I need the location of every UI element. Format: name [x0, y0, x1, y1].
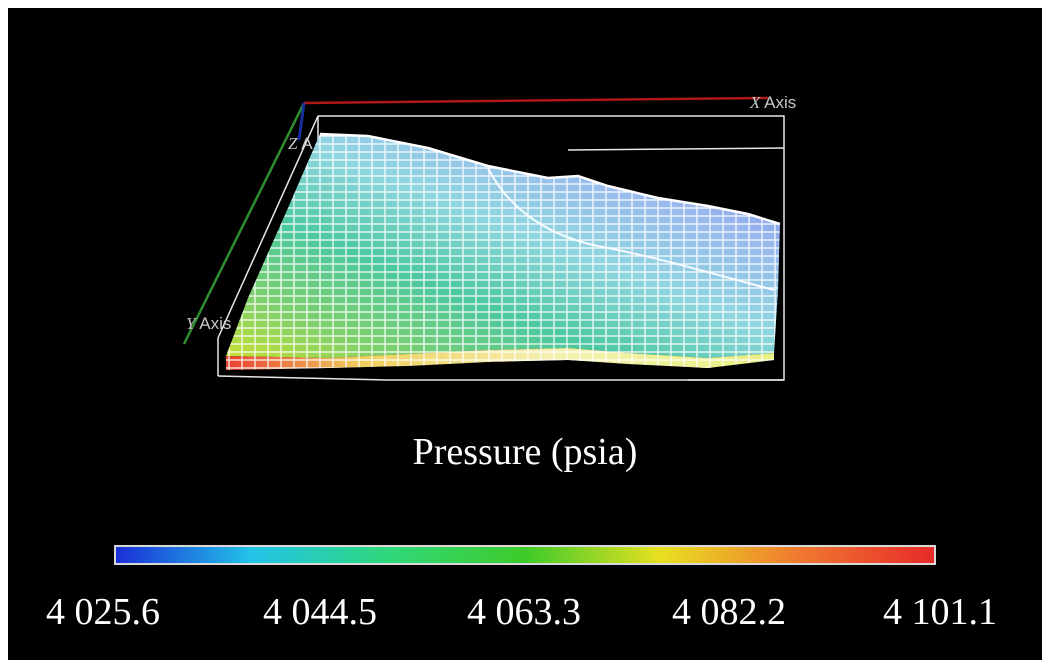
pressure-surface-plot	[182, 96, 785, 381]
colorbar-tick-label: 4 082.2	[672, 591, 786, 633]
y-axis-label: Y Axis	[186, 314, 232, 333]
pressure-surface	[226, 132, 781, 370]
colorbar-tick-label: 4 044.5	[263, 591, 377, 633]
x-axis-line	[303, 96, 769, 105]
colorbar	[114, 545, 936, 565]
z-axis-line	[297, 102, 306, 141]
colorbar-tick-label: 4 025.6	[46, 591, 160, 633]
y-axis-line	[182, 102, 306, 345]
colorbar-tick-label: 4 063.3	[467, 591, 581, 633]
figure-title: Pressure (psia)	[412, 431, 638, 473]
colorbar-tick-label: 4 101.1	[883, 591, 997, 633]
z-axis-label: Z A	[288, 134, 313, 153]
bounding-box	[217, 115, 785, 381]
x-axis-label: X Axis	[750, 93, 797, 112]
figure-panel: X Axis Y Axis Z A Pressure (psia) 4 025.…	[8, 8, 1042, 660]
